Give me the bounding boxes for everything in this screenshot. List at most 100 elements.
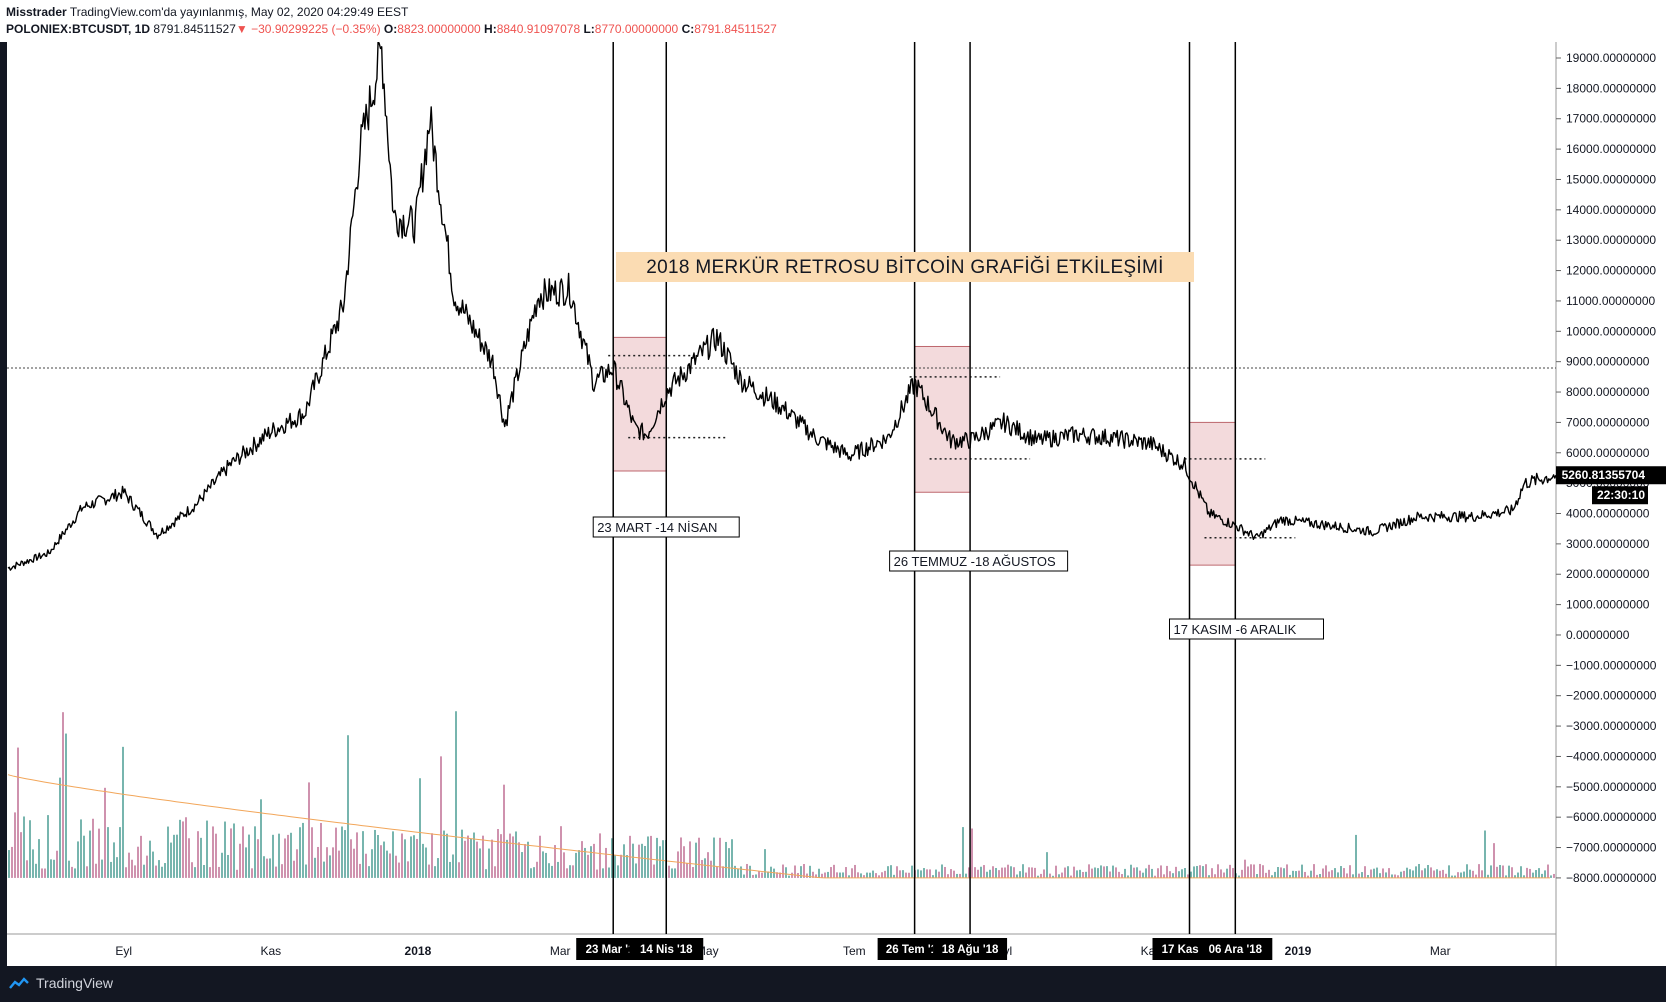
volume-bar: [962, 827, 964, 878]
price-chart-svg[interactable]: 19000.00000000 18000.00000000 17000.000000…: [0, 42, 1666, 966]
volume-bar: [1151, 868, 1153, 878]
volume-bar: [530, 868, 532, 878]
retro-label: 23 MART -14 NİSAN: [597, 520, 717, 535]
volume-bar: [287, 834, 289, 878]
countdown-label: 22:30:10: [1597, 488, 1645, 502]
retro-period-box[interactable]: [1188, 421, 1236, 566]
price-tick-label: 2000.00000000: [1566, 567, 1650, 581]
volume-bar: [215, 833, 217, 878]
high-label: H:: [484, 22, 497, 36]
retro-label-box[interactable]: [1168, 618, 1324, 640]
volume-bar: [953, 870, 955, 878]
volume-bar: [1259, 863, 1261, 878]
volume-bar: [1250, 864, 1252, 878]
volume-bar: [1208, 875, 1210, 878]
volume-bar: [737, 868, 739, 878]
volume-bar: [1088, 864, 1090, 878]
author-name[interactable]: Misstrader: [6, 5, 67, 19]
chart-title-box[interactable]: [616, 252, 1194, 282]
retro-period-box[interactable]: [914, 345, 971, 493]
volume-bar: [95, 863, 97, 878]
volume-bar: [116, 857, 118, 878]
volume-bar: [1283, 868, 1285, 878]
volume-bar: [1145, 868, 1147, 878]
volume-bar: [971, 828, 973, 878]
volume-bar: [506, 839, 508, 878]
volume-bar: [1034, 867, 1036, 878]
volume-bar: [8, 850, 10, 878]
volume-bar: [1223, 872, 1225, 878]
volume-bar: [1130, 864, 1132, 878]
volume-bar: [1106, 866, 1108, 878]
volume-bar: [974, 867, 976, 878]
volume-bar: [1247, 866, 1249, 878]
volume-bar: [353, 848, 355, 878]
price-tick-label: −8000.00000000: [1566, 871, 1657, 885]
volume-bar: [1385, 872, 1387, 878]
volume-bar: [470, 838, 472, 878]
retro-period-box[interactable]: [612, 336, 667, 472]
volume-bar: [365, 853, 367, 878]
volume-bar: [1508, 865, 1510, 878]
price-tick-label: 18000.00000000: [1566, 81, 1656, 95]
volume-bar: [701, 859, 703, 878]
chart-area[interactable]: 19000.00000000 18000.00000000 17000.000000…: [0, 42, 1666, 966]
volume-bar: [158, 860, 160, 878]
volume-bar: [1379, 873, 1381, 878]
volume-bar: [479, 848, 481, 878]
volume-bar: [1475, 874, 1477, 878]
volume-bar: [197, 831, 199, 878]
volume-bar: [263, 856, 265, 878]
volume-bar: [569, 865, 571, 878]
volume-bar: [1310, 870, 1312, 878]
volume-bar: [395, 855, 397, 878]
volume-bar: [698, 837, 700, 878]
volume-bar: [119, 827, 121, 878]
volume-bar: [785, 867, 787, 878]
volume-bar: [332, 847, 334, 878]
volume-bar: [755, 874, 757, 878]
volume-bar: [671, 868, 673, 878]
price-tick-label: 13000.00000000: [1566, 233, 1656, 247]
current-price-label: 5260.81355704: [1562, 468, 1646, 482]
volume-bar: [1139, 870, 1141, 878]
volume-bar: [575, 852, 577, 878]
tradingview-logo[interactable]: TradingView: [8, 975, 113, 991]
last-price: 8791.84511527: [153, 22, 236, 36]
time-tick-label: Eyl: [115, 944, 132, 958]
volume-bar: [1091, 868, 1093, 878]
close-value: 8791.84511527: [694, 22, 777, 36]
price-tick-label: −5000.00000000: [1566, 780, 1657, 794]
volume-bar: [1469, 869, 1471, 878]
volume-bar: [305, 864, 307, 878]
volume-bar: [1004, 867, 1006, 878]
volume-bar: [416, 838, 418, 878]
volume-bar: [1313, 864, 1315, 878]
symbol-name[interactable]: POLONIEX:BTCUSDT, 1D: [6, 22, 151, 36]
volume-bar: [1040, 873, 1042, 878]
volume-bar: [689, 841, 691, 878]
volume-bar: [725, 841, 727, 878]
retro-label-box[interactable]: [889, 550, 1069, 572]
volume-bar: [887, 866, 889, 878]
volume-bar: [1166, 865, 1168, 878]
retro-label-box[interactable]: [592, 516, 740, 538]
volume-bar: [896, 866, 898, 878]
volume-bar: [1511, 867, 1513, 878]
volume-bar: [1397, 875, 1399, 878]
volume-bar: [920, 870, 922, 878]
volume-bar: [1415, 866, 1417, 878]
volume-bar: [752, 874, 754, 878]
volume-bar: [503, 784, 505, 878]
volume-bar: [1097, 868, 1099, 878]
volume-bar: [578, 850, 580, 878]
volume-bar: [1535, 870, 1537, 878]
volume-bar: [350, 839, 352, 878]
volume-bar: [164, 863, 166, 878]
volume-bar: [1019, 871, 1021, 878]
volume-bar: [437, 858, 439, 878]
price-series-line[interactable]: [7, 42, 1557, 571]
volume-bar: [329, 855, 331, 878]
volume-bar: [1214, 874, 1216, 878]
volume-bar: [500, 834, 502, 878]
